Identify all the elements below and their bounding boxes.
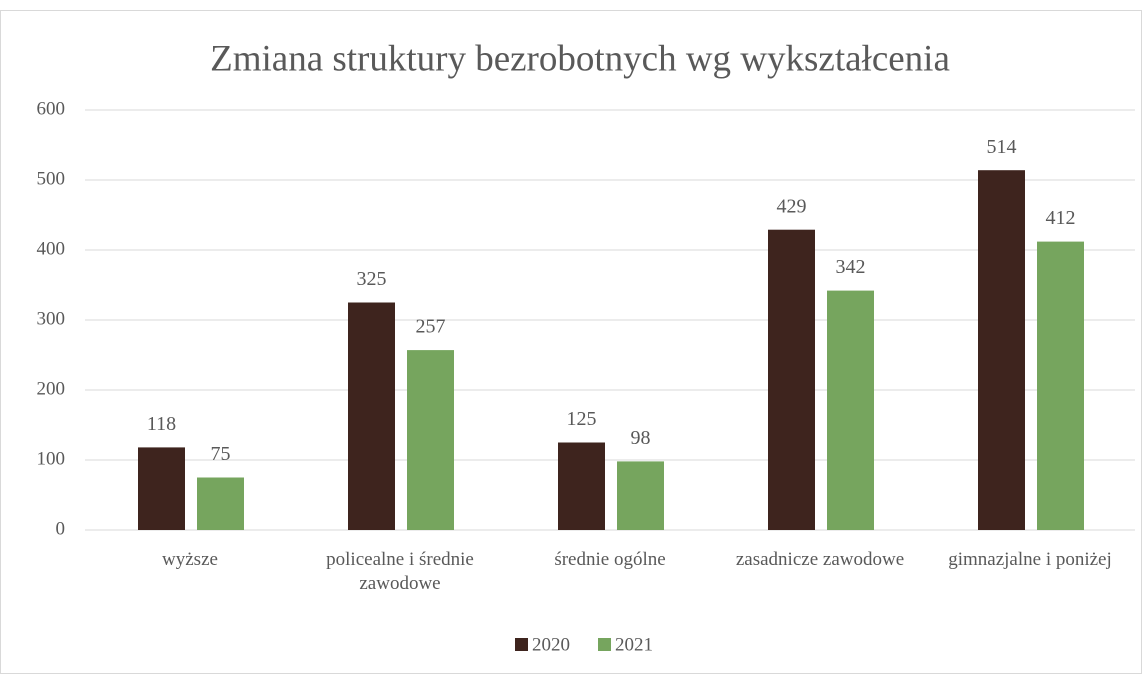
data-label: 412 — [1046, 207, 1076, 229]
chart-title: Zmiana struktury bezrobotnych wg wykszta… — [210, 38, 950, 79]
bar — [138, 447, 185, 530]
bar — [558, 442, 605, 530]
data-label: 257 — [416, 316, 446, 338]
bar — [978, 170, 1025, 530]
legend-label: 2021 — [615, 634, 653, 655]
data-label: 98 — [631, 427, 651, 449]
bar — [827, 290, 874, 530]
legend-label: 2020 — [532, 634, 570, 655]
x-tick-label: średnie ogólne — [554, 549, 666, 570]
data-label: 429 — [777, 195, 807, 217]
legend-swatch — [515, 638, 528, 651]
y-tick-label: 100 — [37, 448, 66, 469]
data-label: 514 — [987, 136, 1017, 158]
bar — [1037, 241, 1084, 530]
x-tick-label: gimnazjalne i poniżej — [948, 549, 1112, 570]
y-tick-label: 200 — [37, 378, 66, 399]
y-tick-label: 500 — [37, 168, 66, 189]
legend-swatch — [598, 638, 611, 651]
data-label: 125 — [567, 408, 597, 430]
y-tick-label: 300 — [37, 308, 66, 329]
x-tick-label: wyższe — [162, 549, 218, 570]
bar — [407, 350, 454, 530]
data-label: 325 — [357, 268, 387, 290]
data-label: 342 — [836, 256, 866, 278]
y-tick-label: 400 — [37, 238, 66, 259]
x-tick-label: policealne i średnie zawodowe — [326, 549, 474, 594]
bar — [197, 477, 244, 530]
data-label: 118 — [147, 413, 176, 435]
bar — [348, 302, 395, 530]
x-tick-label: zasadnicze zawodowe — [735, 549, 905, 570]
data-label: 75 — [211, 443, 231, 465]
bar — [617, 461, 664, 530]
y-tick-label: 600 — [37, 98, 66, 119]
chart-frame — [0, 10, 1142, 674]
bar — [768, 229, 815, 530]
y-tick-label: 0 — [56, 518, 66, 539]
